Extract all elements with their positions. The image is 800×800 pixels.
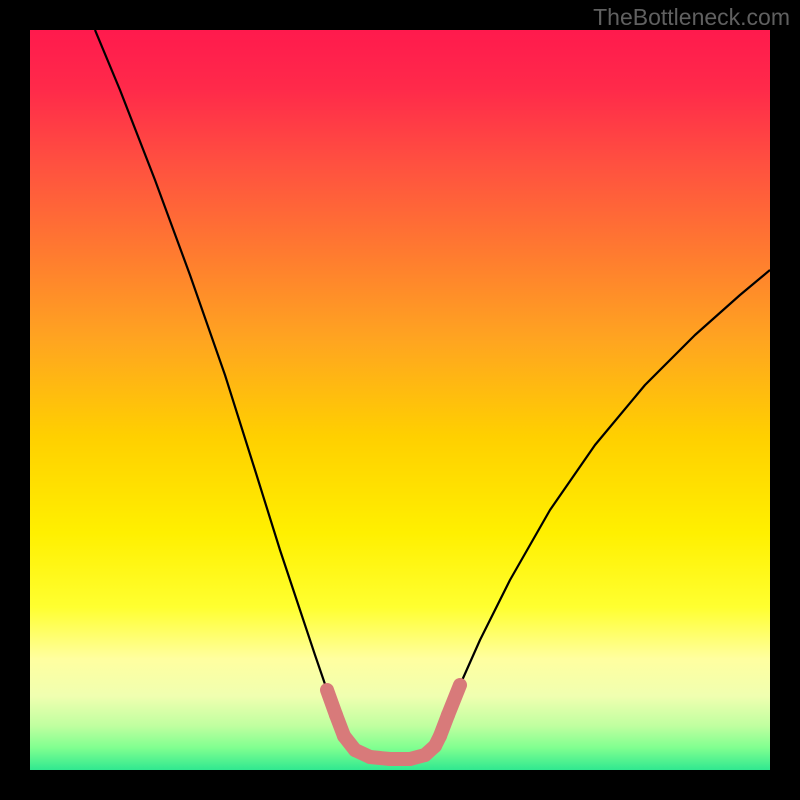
chart-container: TheBottleneck.com: [0, 0, 800, 800]
watermark-text: TheBottleneck.com: [593, 4, 790, 31]
curve-layer: [30, 30, 770, 770]
plot-area: [30, 30, 770, 770]
